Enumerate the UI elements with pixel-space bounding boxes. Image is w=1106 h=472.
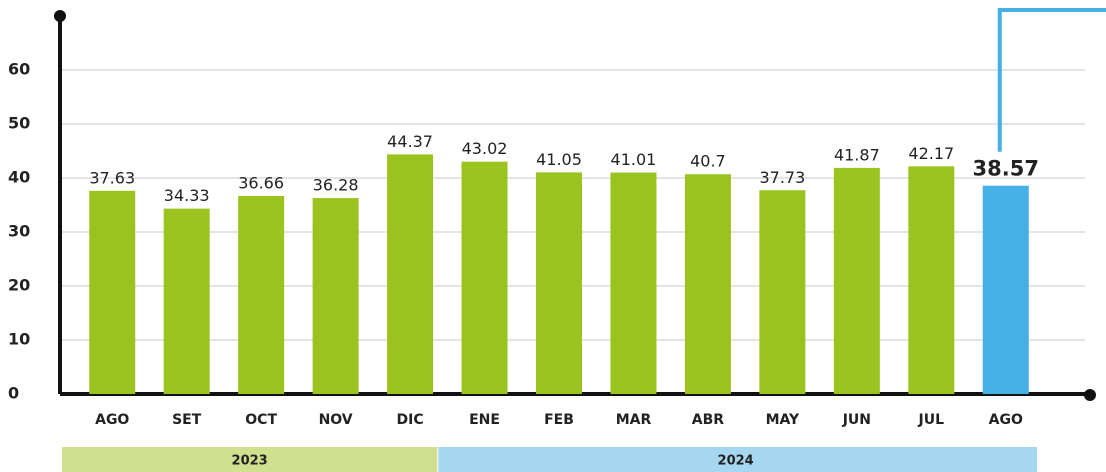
value-label: 34.33 — [164, 186, 210, 205]
value-label: 44.37 — [387, 132, 433, 151]
x-tick-label: SET — [172, 412, 202, 428]
x-tick-label: ABR — [692, 412, 725, 428]
x-tick-label: MAR — [616, 412, 652, 428]
x-tick-label: MAY — [766, 412, 800, 428]
x-tick-label: AGO — [95, 412, 129, 428]
value-label: 42.17 — [908, 144, 954, 163]
bar — [312, 198, 359, 394]
bar — [387, 154, 434, 394]
value-label: 41.87 — [834, 145, 880, 164]
x-tick-label: DIC — [397, 412, 424, 428]
y-tick-label: 0 — [8, 384, 19, 403]
bar — [908, 166, 955, 394]
bar — [163, 208, 210, 394]
value-label: 36.66 — [238, 174, 284, 193]
value-label: 37.63 — [89, 168, 135, 187]
x-tick-label: AGO — [989, 412, 1023, 428]
value-label: 37.73 — [759, 168, 805, 187]
y-tick-label: 30 — [8, 222, 30, 241]
y-tick-label: 40 — [8, 168, 30, 187]
value-label: 38.57 — [973, 157, 1039, 181]
x-tick-label: FEB — [544, 412, 574, 428]
value-label: 41.05 — [536, 150, 582, 169]
bar — [238, 196, 285, 394]
y-tick-label: 10 — [8, 330, 30, 349]
axis-dot — [54, 10, 66, 22]
bar — [461, 161, 508, 394]
x-tick-label: JUL — [918, 412, 945, 428]
bar — [536, 172, 582, 394]
bar — [610, 172, 657, 394]
bar — [759, 190, 806, 394]
value-label: 36.28 — [313, 176, 359, 195]
bar — [982, 185, 1029, 394]
value-label: 40.7 — [690, 152, 726, 171]
x-tick-label: ENE — [469, 412, 500, 428]
x-tick-label: OCT — [245, 412, 277, 428]
callout-line — [997, 8, 1106, 152]
year-label: 2023 — [232, 454, 268, 469]
bar — [684, 174, 731, 394]
x-tick-label: NOV — [319, 412, 353, 428]
bar — [833, 167, 880, 394]
x-tick-label: JUN — [842, 412, 871, 428]
y-tick-label: 50 — [8, 114, 30, 133]
year-band — [62, 447, 438, 472]
value-label: 41.01 — [611, 150, 657, 169]
value-label: 43.02 — [462, 139, 508, 158]
bar — [89, 190, 136, 394]
axis-dot — [1084, 389, 1096, 401]
year-label: 2024 — [718, 454, 754, 469]
y-tick-label: 20 — [8, 276, 30, 295]
y-tick-label: 60 — [8, 60, 30, 79]
year-band — [438, 447, 1037, 472]
